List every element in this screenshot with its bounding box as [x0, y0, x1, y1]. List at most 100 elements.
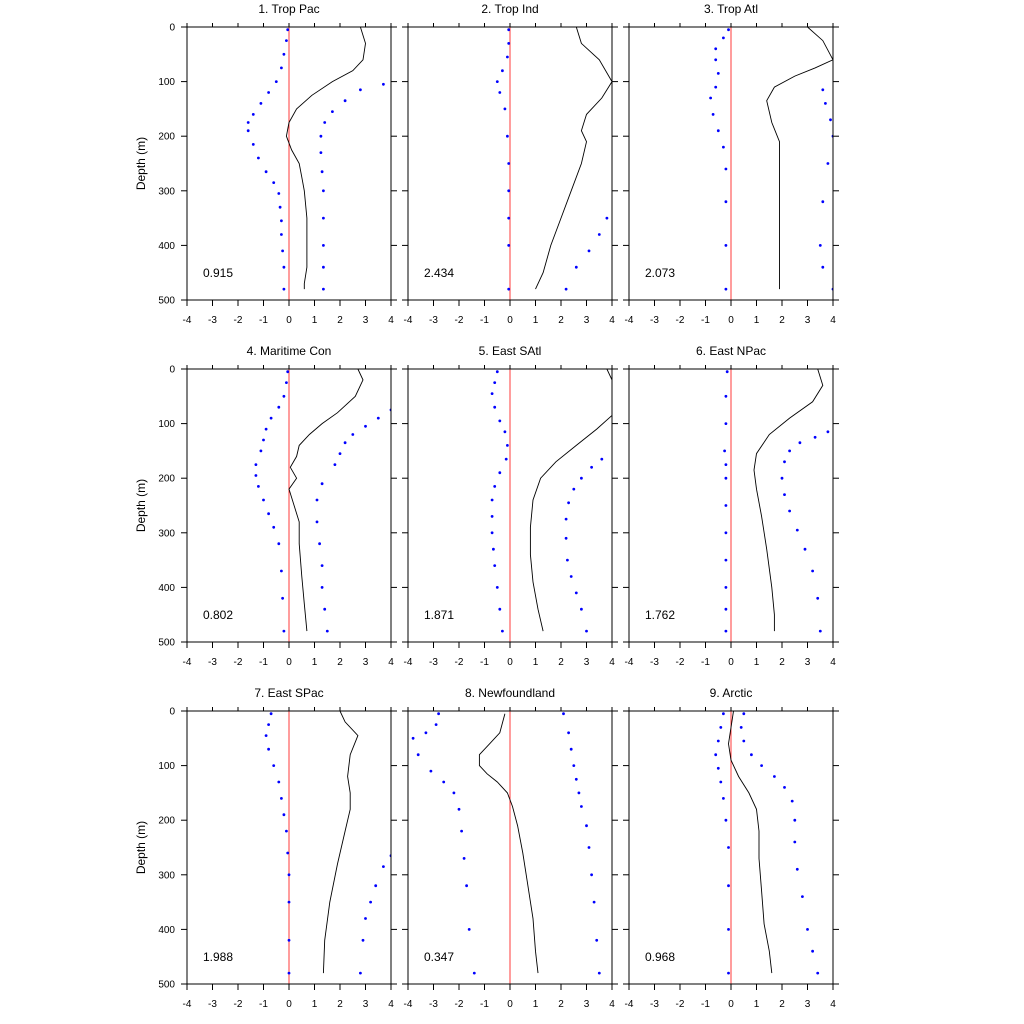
series-point [264, 734, 268, 737]
series-line-0 [535, 27, 612, 290]
series-point [507, 28, 511, 32]
series-point [590, 465, 593, 469]
series-point [282, 629, 286, 633]
series-point [580, 607, 583, 611]
series-point [257, 485, 260, 488]
series-point [750, 753, 753, 757]
series-point [269, 416, 273, 420]
series-point [716, 72, 720, 75]
series-point [724, 558, 728, 562]
x-tick-label: -4 [404, 999, 413, 1010]
series-point [790, 799, 794, 803]
series-point [724, 504, 728, 507]
series-point [788, 449, 791, 453]
x-tick-label: 0 [286, 315, 292, 326]
series-line-0 [478, 713, 539, 974]
series-point [595, 938, 599, 942]
series-point [806, 928, 809, 931]
x-tick-label: -4 [625, 315, 634, 326]
x-tick-label: 1 [754, 657, 760, 668]
series-point [798, 441, 802, 445]
x-tick-label: -3 [650, 657, 659, 668]
x-tick-label: -1 [701, 999, 710, 1010]
x-tick-label: 3 [363, 999, 369, 1010]
series-point [724, 167, 728, 171]
series-point [374, 884, 378, 888]
series-point [322, 287, 325, 291]
series-point [824, 102, 827, 105]
x-tick-label: -4 [183, 999, 192, 1010]
series-point [320, 586, 324, 589]
series-point [760, 764, 763, 767]
series-point [724, 244, 728, 247]
x-tick-label: -1 [701, 657, 710, 668]
series-point [821, 265, 825, 269]
panel-title: 7. East SPac [254, 686, 323, 700]
series-point [795, 528, 799, 532]
series-point [287, 971, 291, 975]
series-point [274, 80, 278, 83]
y-tick-label: 200 [158, 474, 175, 485]
y-tick-label: 200 [158, 816, 175, 827]
y-tick-label: 400 [158, 241, 175, 252]
x-tick-label: 3 [805, 657, 811, 668]
x-tick-label: -2 [234, 657, 243, 668]
x-tick-label: 2 [779, 657, 785, 668]
panel-title: 5. East SAtl [479, 344, 542, 358]
x-tick-label: -1 [259, 657, 268, 668]
series-point [714, 47, 718, 51]
series-point [722, 145, 725, 149]
x-tick-label: 2 [558, 315, 564, 326]
series-point [411, 736, 415, 740]
x-tick-label: 4 [830, 657, 836, 668]
series-point [504, 457, 508, 461]
panel-annotation: 1.762 [645, 608, 675, 622]
x-tick-label: -2 [455, 657, 464, 668]
series-point [369, 900, 372, 904]
series-point [364, 424, 367, 428]
x-tick-label: -2 [676, 657, 685, 668]
series-point [826, 430, 830, 434]
series-point [714, 58, 718, 62]
series-point [331, 110, 334, 113]
panel-annotation: 1.988 [203, 950, 233, 964]
series-point [577, 791, 581, 795]
series-point [501, 629, 504, 633]
y-tick-label: 100 [158, 419, 175, 430]
series-line-0 [606, 369, 612, 381]
series-point [600, 457, 604, 461]
y-tick-label: 500 [158, 638, 175, 649]
series-point [572, 764, 576, 767]
series-point [719, 780, 723, 784]
x-tick-label: -2 [234, 315, 243, 326]
series-point [727, 928, 730, 931]
series-line-1 [529, 415, 612, 632]
x-tick-label: 2 [337, 999, 343, 1010]
series-point [251, 113, 255, 116]
x-tick-label: 3 [584, 315, 590, 326]
series-point [359, 88, 362, 92]
series-point [714, 753, 718, 757]
series-point [254, 463, 258, 466]
series-point [281, 249, 284, 253]
series-point [442, 780, 446, 784]
y-tick-label: 0 [169, 707, 175, 718]
series-point [465, 884, 468, 888]
series-point [323, 121, 327, 124]
data-series-group [264, 711, 391, 975]
panel-title: 2. Trop Ind [481, 2, 538, 16]
series-point [727, 884, 730, 888]
series-point [287, 900, 291, 904]
series-point [424, 731, 428, 735]
series-point [282, 394, 286, 398]
panel-title: 8. Newfoundland [465, 686, 555, 700]
x-tick-label: 1 [312, 657, 318, 668]
panel-title: 6. East NPac [696, 344, 766, 358]
series-point [282, 813, 286, 817]
series-point [569, 747, 573, 751]
data-series-group [246, 27, 385, 291]
series-point [282, 52, 286, 56]
series-point [724, 586, 728, 589]
series-point [498, 91, 502, 94]
series-point [742, 712, 746, 716]
